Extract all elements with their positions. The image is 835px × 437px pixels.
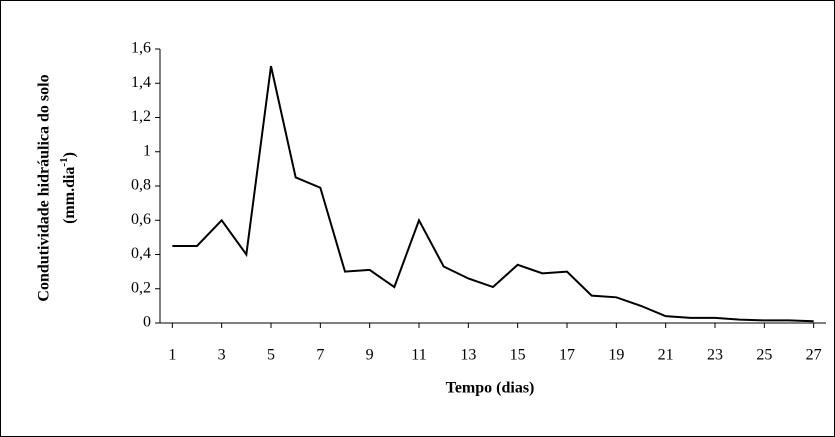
y-tick-label: 0,6 [131,211,151,228]
x-tick-label: 1 [168,347,176,364]
y-axis-label: Condutividade hidráulica do solo [36,74,53,301]
x-tick-label: 5 [267,347,275,364]
x-axis-label: Tempo (dias) [446,380,535,397]
y-tick-label: 0,2 [131,279,151,296]
x-tick-label: 3 [218,347,226,364]
x-tick-label: 23 [707,347,723,364]
x-tick-label: 25 [756,347,772,364]
x-tick-label: 27 [806,347,822,364]
y-tick-label: 1,6 [131,40,151,57]
y-tick-label: 0,8 [131,177,151,194]
x-tick-label: 17 [559,347,575,364]
unit-base: (mm.dia [61,167,78,224]
x-tick-label: 7 [316,347,324,364]
y-tick-label: 0 [143,314,151,331]
x-tick-label: 21 [658,347,674,364]
x-tick-label: 15 [510,347,526,364]
y-axis-unit: (mm.dia-1) [58,152,78,224]
line-series [172,65,814,323]
x-tick-label: 13 [460,347,476,364]
y-tick-label: 1,4 [131,74,151,91]
unit-end: ) [61,152,78,157]
x-tick-label: 11 [411,347,426,364]
x-tick-label: 9 [366,347,374,364]
y-tick-label: 1,2 [131,108,151,125]
y-tick-label: 0,4 [131,245,151,262]
unit-sup: -1 [58,157,70,166]
x-tick-label: 19 [608,347,624,364]
y-tick-label: 1 [143,142,151,159]
